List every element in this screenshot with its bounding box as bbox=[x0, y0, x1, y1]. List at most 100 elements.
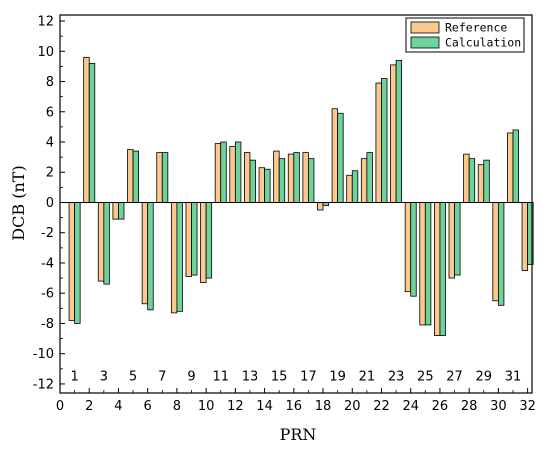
reference-bar-prn-21 bbox=[360, 158, 368, 203]
x-tick-label: 28 bbox=[461, 399, 478, 414]
calculation-bar-prn-22 bbox=[381, 78, 388, 203]
calculation-bar-prn-3 bbox=[103, 202, 110, 285]
legend-swatch-reference bbox=[410, 21, 440, 34]
legend-label-calculation: Calculation bbox=[445, 36, 521, 50]
prn-odd-label: 15 bbox=[271, 369, 288, 384]
bars-layer bbox=[68, 56, 534, 336]
calculation-bar-prn-20 bbox=[351, 170, 359, 203]
x-tick-label: 32 bbox=[519, 399, 536, 414]
calculation-bar-prn-2 bbox=[88, 62, 96, 203]
calculation-bar-prn-7 bbox=[161, 152, 169, 203]
x-tick-label: 8 bbox=[173, 399, 181, 414]
calculation-bar-prn-1 bbox=[74, 202, 81, 324]
y-tick-label: -6 bbox=[41, 287, 54, 302]
calculation-bar-prn-29 bbox=[483, 159, 490, 203]
prn-odd-label: 21 bbox=[359, 369, 376, 384]
x-tick-label: 4 bbox=[114, 399, 122, 414]
calculation-bar-prn-13 bbox=[249, 159, 256, 203]
x-tick-label: 6 bbox=[144, 399, 152, 414]
reference-bar-prn-29 bbox=[477, 164, 485, 203]
reference-bar-prn-14 bbox=[258, 167, 265, 203]
x-tick-label: 14 bbox=[256, 399, 273, 414]
prn-odd-label: 27 bbox=[446, 369, 463, 384]
y-tick-label: 6 bbox=[46, 105, 54, 120]
y-tick-label: -12 bbox=[33, 377, 54, 392]
reference-bar-prn-6 bbox=[141, 202, 149, 305]
reference-bar-prn-16 bbox=[287, 153, 295, 203]
calculation-bar-prn-15 bbox=[278, 158, 286, 203]
reference-bar-prn-1 bbox=[68, 202, 76, 321]
reference-bar-prn-26 bbox=[433, 202, 441, 336]
prn-odd-label: 25 bbox=[417, 369, 434, 384]
prn-odd-label: 11 bbox=[212, 369, 229, 384]
reference-bar-prn-12 bbox=[229, 146, 236, 203]
calculation-bar-prn-14 bbox=[264, 168, 271, 203]
reference-bar-prn-4 bbox=[112, 202, 119, 220]
calculation-bar-prn-27 bbox=[454, 202, 461, 276]
reference-bar-prn-2 bbox=[83, 56, 90, 203]
reference-bar-prn-13 bbox=[244, 152, 251, 203]
prn-odd-label: 3 bbox=[100, 369, 108, 384]
calculation-bar-prn-21 bbox=[366, 152, 373, 203]
reference-bar-prn-27 bbox=[448, 202, 455, 279]
prn-odd-label: 9 bbox=[187, 369, 195, 384]
calculation-bar-prn-10 bbox=[205, 202, 213, 279]
calculation-bar-prn-12 bbox=[234, 141, 242, 203]
y-tick-label: 10 bbox=[37, 45, 54, 60]
reference-bar-prn-19 bbox=[331, 108, 339, 203]
prn-odd-label: 5 bbox=[129, 369, 137, 384]
reference-bar-prn-22 bbox=[375, 82, 382, 203]
prn-odd-label: 29 bbox=[476, 369, 493, 384]
calculation-bar-prn-24 bbox=[410, 202, 417, 297]
prn-odd-label: 23 bbox=[388, 369, 405, 384]
reference-bar-prn-9 bbox=[185, 202, 192, 277]
calculation-bar-prn-30 bbox=[497, 202, 505, 306]
legend-label-reference: Reference bbox=[445, 21, 507, 35]
reference-bar-prn-18 bbox=[317, 202, 324, 211]
reference-bar-prn-7 bbox=[156, 152, 163, 203]
calculation-bar-prn-16 bbox=[293, 152, 300, 203]
x-tick-label: 22 bbox=[373, 399, 390, 414]
y-tick-label: 8 bbox=[46, 75, 54, 90]
y-tick-label: -10 bbox=[33, 347, 54, 362]
calculation-bar-prn-11 bbox=[220, 141, 227, 203]
reference-bar-prn-17 bbox=[302, 152, 309, 203]
reference-bar-prn-23 bbox=[390, 64, 397, 203]
legend: Reference Calculation bbox=[405, 17, 525, 53]
y-tick-label: -2 bbox=[41, 226, 54, 241]
y-axis-title: DCB (nT) bbox=[9, 165, 28, 240]
prn-odd-label: 7 bbox=[158, 369, 166, 384]
prn-odd-label: 19 bbox=[329, 369, 346, 384]
reference-bar-prn-30 bbox=[492, 202, 499, 302]
y-tick-label: -8 bbox=[41, 317, 54, 332]
y-tick-label: 12 bbox=[37, 15, 54, 30]
x-tick-label: 16 bbox=[286, 399, 303, 414]
calculation-bar-prn-26 bbox=[439, 202, 446, 336]
prn-odd-label: 31 bbox=[505, 369, 522, 384]
calculation-bar-prn-19 bbox=[337, 112, 344, 203]
reference-bar-prn-20 bbox=[346, 174, 353, 203]
calculation-bar-prn-4 bbox=[118, 202, 125, 220]
x-axis-title: PRN bbox=[280, 425, 317, 444]
reference-bar-prn-11 bbox=[214, 143, 222, 203]
calculation-bar-prn-8 bbox=[176, 202, 183, 312]
reference-bar-prn-8 bbox=[170, 202, 178, 314]
x-tick-label: 0 bbox=[56, 399, 64, 414]
prn-odd-label: 1 bbox=[70, 369, 78, 384]
legend-swatch-calculation bbox=[410, 36, 440, 49]
x-tick-label: 12 bbox=[227, 399, 244, 414]
prn-odd-label: 17 bbox=[300, 369, 317, 384]
y-tick-label: 2 bbox=[46, 166, 54, 181]
plot-frame bbox=[59, 14, 533, 394]
x-tick-label: 24 bbox=[402, 399, 419, 414]
x-tick-label: 18 bbox=[315, 399, 332, 414]
reference-bar-prn-15 bbox=[273, 150, 280, 203]
x-tick-label: 2 bbox=[85, 399, 93, 414]
reference-bar-prn-5 bbox=[127, 149, 134, 203]
reference-bar-prn-25 bbox=[419, 202, 426, 326]
y-tick-label: 4 bbox=[46, 136, 54, 151]
calculation-bar-prn-28 bbox=[468, 158, 476, 203]
prn-odd-label: 13 bbox=[242, 369, 259, 384]
